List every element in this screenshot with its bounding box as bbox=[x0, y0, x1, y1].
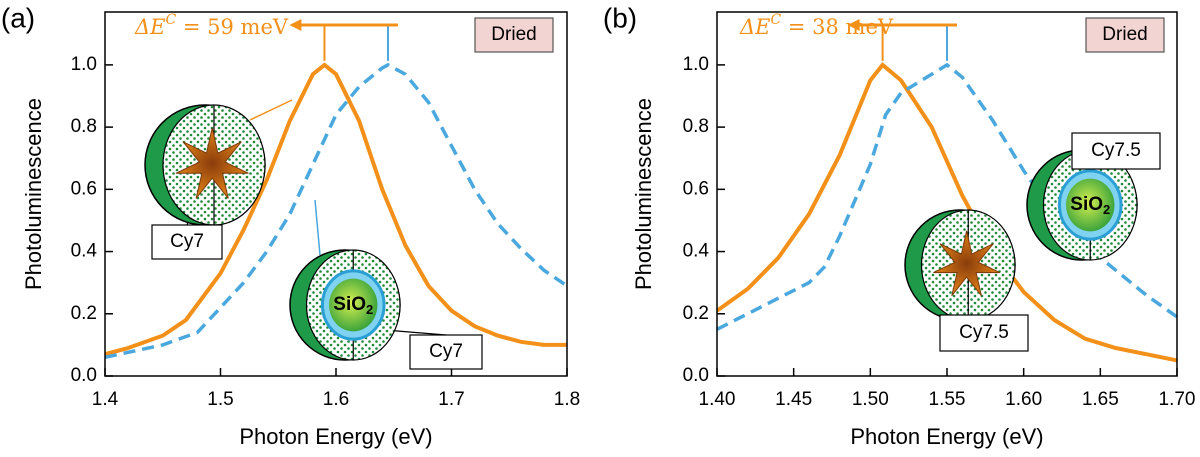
panel-label: (b) bbox=[603, 2, 637, 33]
y-tick-label: 0.4 bbox=[683, 241, 710, 262]
y-tick-label: 1.0 bbox=[71, 54, 97, 75]
y-tick-label: 0.2 bbox=[71, 303, 97, 324]
arrow-head bbox=[289, 19, 302, 31]
y-tick-label: 0.0 bbox=[683, 365, 709, 386]
core-text: SiO bbox=[333, 294, 366, 315]
core-label: SiO2 bbox=[1070, 194, 1110, 217]
shift-value: = 59 meV bbox=[176, 15, 289, 39]
y-tick-label: 1.0 bbox=[683, 54, 709, 75]
gold-nanostar bbox=[933, 230, 1001, 297]
shift-symbol: ΔE bbox=[739, 15, 771, 39]
plot-frame bbox=[716, 11, 1178, 377]
plot-frame bbox=[104, 11, 568, 377]
badge-box bbox=[1085, 17, 1165, 53]
x-tick-label: 1.50 bbox=[852, 389, 889, 410]
shift-superscript: C bbox=[771, 12, 782, 28]
x-axis-title: Photon Energy (eV) bbox=[239, 424, 432, 449]
spectrum-line bbox=[104, 62, 568, 360]
x-tick-label: 1.5 bbox=[207, 389, 233, 410]
shift-superscript: C bbox=[166, 12, 177, 28]
x-tick-label: 1.45 bbox=[775, 389, 812, 410]
badge-box bbox=[474, 17, 554, 53]
y-tick-label: 0.4 bbox=[71, 241, 98, 262]
x-tick-label: 1.65 bbox=[1082, 389, 1119, 410]
core-subscript: 2 bbox=[366, 302, 373, 317]
badge-label: Dried bbox=[1102, 24, 1147, 45]
x-tick-label: 1.7 bbox=[438, 389, 464, 410]
y-tick-label: 0.6 bbox=[71, 178, 97, 199]
spectrum-line bbox=[104, 62, 567, 357]
gold-nanostar bbox=[175, 127, 249, 199]
core-label: SiO2 bbox=[333, 294, 373, 317]
x-axis-title: Photon Energy (eV) bbox=[850, 424, 1043, 449]
core-text: SiO bbox=[1070, 194, 1103, 215]
shift-label: ΔEC = 59 meV bbox=[134, 12, 289, 39]
y-tick-label: 0.6 bbox=[683, 178, 709, 199]
silica-core bbox=[1066, 178, 1115, 232]
shift-label: ΔEC = 38 meV bbox=[739, 12, 894, 39]
y-axis-title: Photoluminescence bbox=[21, 98, 46, 290]
dye-box bbox=[1071, 132, 1161, 170]
x-tick-label: 1.60 bbox=[1005, 389, 1042, 410]
y-tick-label: 0.8 bbox=[683, 116, 709, 137]
dye-label: Cy7 bbox=[429, 341, 463, 362]
dye-box bbox=[151, 224, 223, 260]
badge-label: Dried bbox=[491, 24, 536, 45]
y-tick-label: 0.8 bbox=[71, 116, 97, 137]
dye-label: Cy7.5 bbox=[1091, 140, 1141, 161]
core-subscript: 2 bbox=[1103, 202, 1110, 217]
leader-line bbox=[314, 199, 321, 256]
y-tick-label: 0.2 bbox=[683, 303, 709, 324]
x-tick-label: 1.70 bbox=[1159, 389, 1196, 410]
x-tick-label: 1.40 bbox=[699, 389, 736, 410]
y-axis-title: Photoluminescence bbox=[631, 98, 656, 290]
dye-box bbox=[939, 314, 1029, 352]
x-tick-label: 1.8 bbox=[554, 389, 580, 410]
dye-label: Cy7 bbox=[170, 231, 204, 252]
arrow-head bbox=[847, 19, 860, 31]
silica-core bbox=[329, 278, 378, 332]
spectrum-line bbox=[715, 62, 1178, 363]
dye-box bbox=[409, 334, 483, 370]
panel-label: (a) bbox=[1, 2, 35, 33]
dye-label: Cy7.5 bbox=[959, 322, 1009, 343]
leader-line bbox=[249, 99, 293, 121]
shift-symbol: ΔE bbox=[134, 15, 166, 39]
x-tick-label: 1.55 bbox=[929, 389, 966, 410]
y-tick-label: 0.0 bbox=[71, 365, 97, 386]
x-tick-label: 1.4 bbox=[92, 389, 119, 410]
x-tick-label: 1.6 bbox=[323, 389, 349, 410]
shift-value: = 38 meV bbox=[781, 15, 894, 39]
